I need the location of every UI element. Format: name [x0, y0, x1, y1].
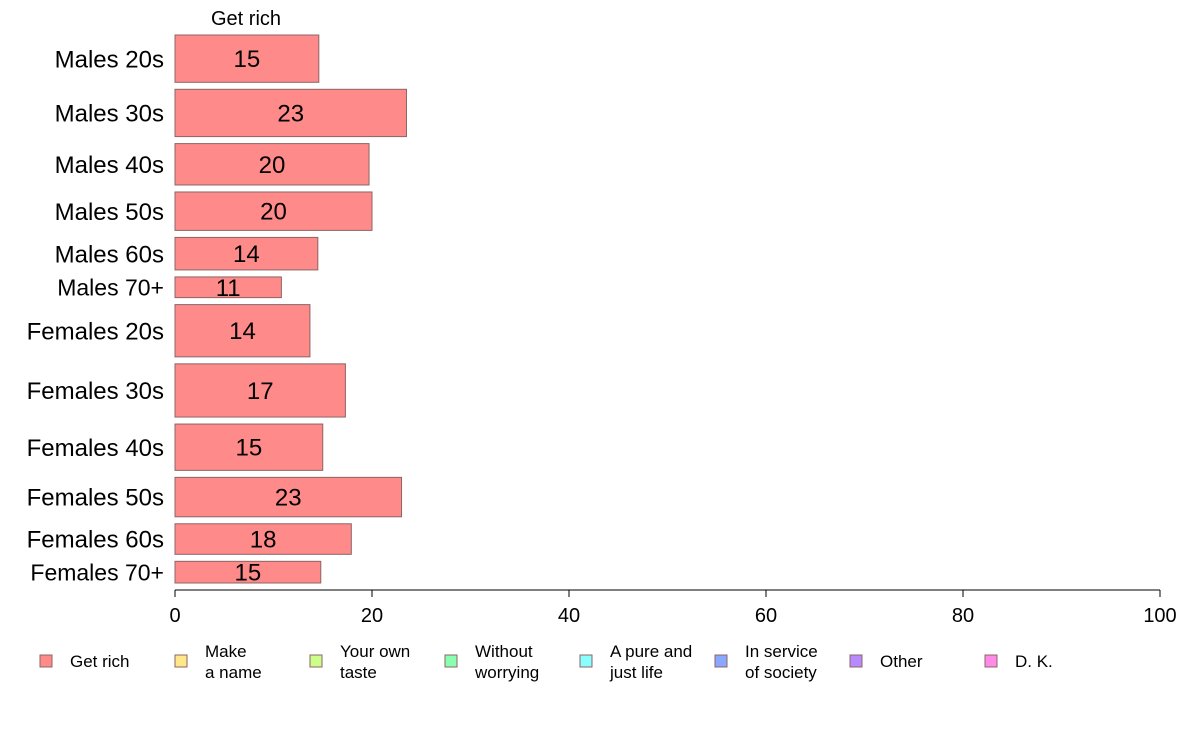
data-label: 20 [259, 152, 286, 179]
bar [174, 423, 324, 471]
legend-label: Make a name [205, 642, 262, 682]
x-tick-label: 0 [169, 605, 180, 627]
legend-swatch [714, 654, 728, 668]
data-label: 15 [234, 46, 261, 73]
category-label: Males 20s [55, 46, 164, 73]
bar [174, 476, 403, 518]
data-label: 20 [260, 199, 287, 226]
legend-label: Your own taste [340, 642, 410, 682]
data-label: 23 [275, 485, 302, 512]
data-label: 15 [235, 560, 262, 587]
bar [174, 191, 373, 231]
category-label: Females 40s [27, 435, 164, 462]
bar [174, 304, 311, 358]
legend-item: Your own taste [309, 642, 410, 682]
legend-item: In service of society [714, 642, 818, 682]
legend-label: A pure and just life [609, 642, 692, 682]
legend-swatch [579, 654, 593, 668]
x-tick-label: 40 [558, 605, 580, 627]
legend-item: D. K. [984, 652, 1053, 671]
bar [174, 363, 346, 418]
legend-swatch [174, 654, 188, 668]
x-axis: 0 20 40 60 80 100 [169, 589, 1177, 627]
category-label: Females 20s [27, 318, 164, 345]
bar [174, 143, 370, 186]
category-label: Females 60s [27, 527, 164, 554]
data-label: 23 [277, 100, 304, 127]
legend-label: D. K. [1015, 652, 1053, 671]
x-tick-label: 100 [1143, 605, 1176, 627]
data-label: 14 [233, 241, 260, 268]
category-label: Males 30s [55, 101, 164, 128]
bar [174, 236, 319, 271]
bar [174, 34, 320, 83]
legend-item: Without worrying [444, 642, 539, 682]
legend-swatch [984, 654, 998, 668]
category-label: Females 70+ [30, 559, 164, 585]
legend-label: Other [880, 652, 923, 671]
x-tick-label: 80 [952, 605, 974, 627]
category-label: Males 60s [55, 241, 164, 268]
bar [174, 560, 322, 584]
legend-swatch [444, 654, 458, 668]
category-label: Females 30s [27, 378, 164, 405]
bar-group: Males 20s 15 Males 30s 23 Males 40s 20 Males 5… [27, 34, 407, 587]
data-label: 11 [216, 275, 241, 302]
data-label: 14 [229, 318, 256, 345]
legend-swatch [39, 654, 53, 668]
legend-item: Get rich [39, 652, 130, 671]
legend-item: Make a name [174, 642, 262, 682]
category-label: Females 50s [27, 485, 164, 512]
bar [174, 523, 352, 555]
category-label: Males 70+ [57, 275, 164, 301]
x-tick-label: 20 [361, 605, 383, 627]
bar [174, 88, 407, 138]
legend-item: A pure and just life [579, 642, 692, 682]
legend-label: Get rich [70, 652, 130, 671]
bar [174, 276, 282, 299]
data-label: 15 [236, 435, 263, 462]
legend-label: Without worrying [474, 642, 539, 682]
column-label: Get rich [211, 8, 281, 30]
data-label: 17 [247, 378, 274, 405]
x-tick-label: 60 [755, 605, 777, 627]
data-label: 18 [250, 527, 277, 554]
category-label: Males 40s [55, 152, 164, 179]
legend-item: Other [849, 652, 923, 671]
category-label: Males 50s [55, 199, 164, 226]
legend-swatch [849, 654, 863, 668]
legend: Get rich Make a name Your own taste Without wo… [39, 642, 1053, 682]
legend-swatch [309, 654, 323, 668]
legend-label: In service of society [745, 642, 818, 682]
